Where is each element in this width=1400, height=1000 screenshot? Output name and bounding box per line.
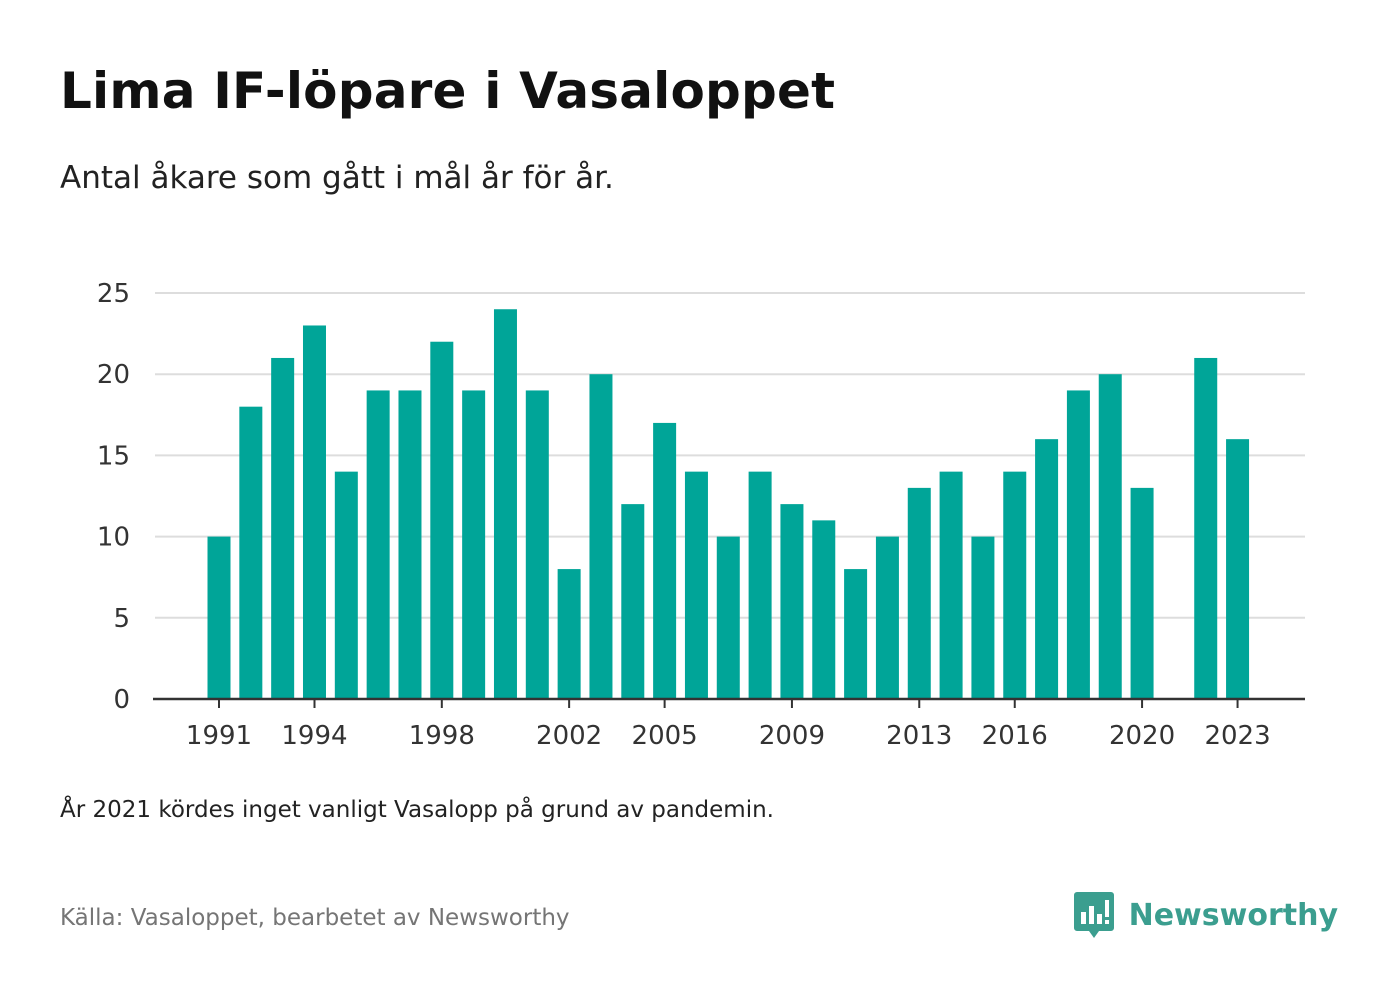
bar-1996 bbox=[367, 390, 390, 699]
x-tick-label: 2002 bbox=[536, 721, 602, 751]
newsworthy-logo-text: Newsworthy bbox=[1129, 898, 1338, 933]
bar-2002 bbox=[558, 569, 581, 699]
x-tick-label: 2023 bbox=[1204, 721, 1270, 751]
bar-1993 bbox=[271, 358, 294, 699]
x-tick-label: 1994 bbox=[281, 721, 347, 751]
y-tick-label: 25 bbox=[97, 279, 130, 309]
bar-2018 bbox=[1067, 390, 1090, 699]
bar-2006 bbox=[685, 472, 708, 699]
bar-2012 bbox=[876, 537, 899, 699]
bar-1994 bbox=[303, 325, 326, 699]
bar-2020 bbox=[1131, 488, 1154, 699]
x-tick-label: 1998 bbox=[409, 721, 475, 751]
x-tick-label: 2016 bbox=[982, 721, 1048, 751]
y-tick-label: 10 bbox=[97, 523, 130, 553]
source-text: Källa: Vasaloppet, bearbetet av Newswort… bbox=[60, 905, 570, 931]
x-tick-label: 2009 bbox=[759, 721, 825, 751]
bars bbox=[208, 309, 1250, 699]
newsworthy-logo-icon bbox=[1073, 890, 1115, 940]
x-tick-label: 2005 bbox=[632, 721, 698, 751]
bar-2007 bbox=[717, 537, 740, 699]
bar-2005 bbox=[653, 423, 676, 699]
x-tick-label: 1991 bbox=[186, 721, 252, 751]
bar-2011 bbox=[844, 569, 867, 699]
y-tick-label: 0 bbox=[113, 685, 130, 715]
bar-2001 bbox=[526, 390, 549, 699]
bar-2004 bbox=[621, 504, 644, 699]
bar-2003 bbox=[589, 374, 612, 699]
bar-2019 bbox=[1099, 374, 1122, 699]
bar-2000 bbox=[494, 309, 517, 699]
bar-2008 bbox=[749, 472, 772, 699]
x-tick-label: 2013 bbox=[886, 721, 952, 751]
newsworthy-logo: Newsworthy bbox=[1073, 890, 1338, 940]
bar-1999 bbox=[462, 390, 485, 699]
bar-1992 bbox=[239, 407, 262, 699]
x-tick-label: 2020 bbox=[1109, 721, 1175, 751]
bar-2014 bbox=[940, 472, 963, 699]
y-tick-label: 5 bbox=[113, 604, 130, 634]
bar-2009 bbox=[780, 504, 803, 699]
bar-2023 bbox=[1226, 439, 1249, 699]
bar-2015 bbox=[971, 537, 994, 699]
y-tick-label: 15 bbox=[97, 441, 130, 471]
footnote: År 2021 kördes inget vanligt Vasalopp på… bbox=[60, 797, 774, 823]
bar-2013 bbox=[908, 488, 931, 699]
y-tick-label: 20 bbox=[97, 360, 130, 390]
bar-1991 bbox=[208, 537, 231, 699]
bar-1995 bbox=[335, 472, 358, 699]
bar-1997 bbox=[398, 390, 421, 699]
bar-2010 bbox=[812, 520, 835, 699]
bar-2016 bbox=[1003, 472, 1026, 699]
bar-1998 bbox=[430, 342, 453, 699]
bar-2017 bbox=[1035, 439, 1058, 699]
bar-2022 bbox=[1194, 358, 1217, 699]
bar-chart: 0 5 10 15 20 25 1991 1994 1998 2002 2005 2009 2013 20… bbox=[0, 0, 1400, 1000]
